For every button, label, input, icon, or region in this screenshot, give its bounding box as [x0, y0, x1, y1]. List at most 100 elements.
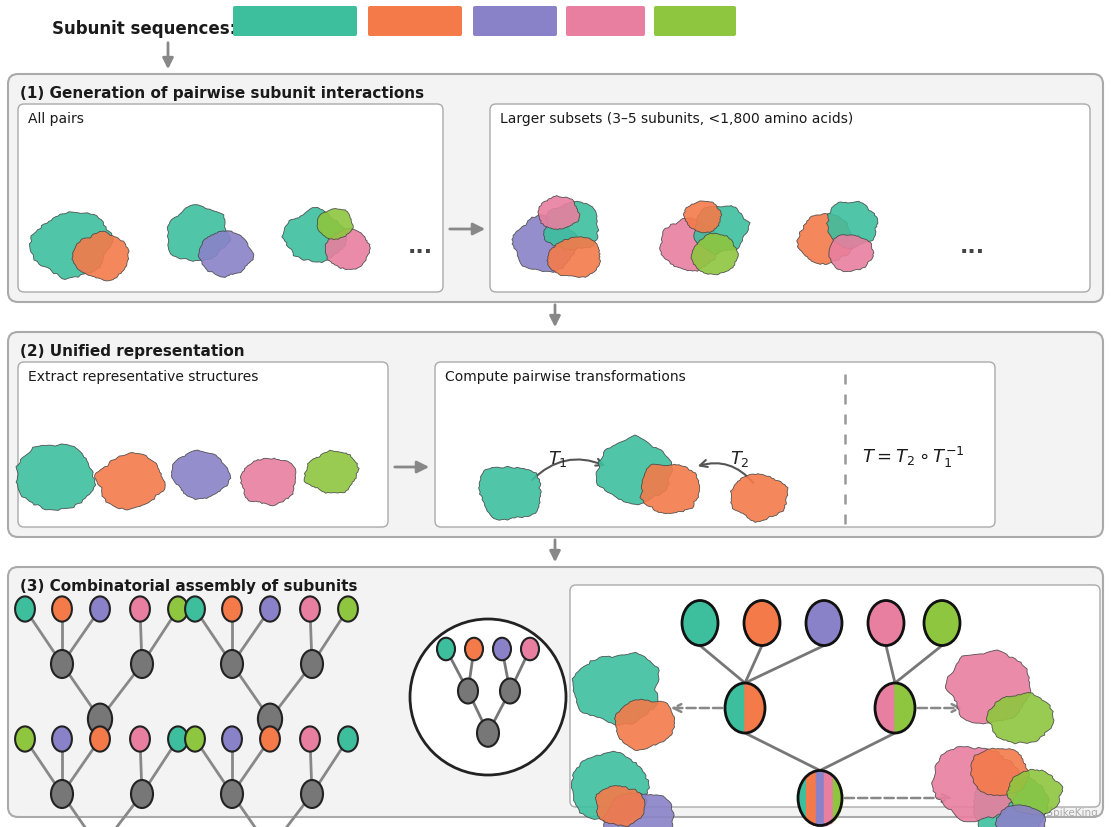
Polygon shape — [614, 699, 674, 751]
Polygon shape — [640, 464, 700, 514]
Polygon shape — [572, 653, 659, 725]
Polygon shape — [595, 786, 645, 826]
Ellipse shape — [168, 726, 188, 752]
FancyBboxPatch shape — [18, 362, 388, 527]
Ellipse shape — [258, 704, 282, 734]
Polygon shape — [730, 474, 788, 523]
Ellipse shape — [186, 596, 204, 622]
Text: $T = T_2 \circ T_1^{-1}$: $T = T_2 \circ T_1^{-1}$ — [862, 444, 964, 470]
FancyBboxPatch shape — [233, 6, 357, 36]
Ellipse shape — [301, 780, 323, 808]
Ellipse shape — [500, 678, 520, 704]
Ellipse shape — [924, 600, 960, 646]
Ellipse shape — [51, 650, 73, 678]
Polygon shape — [995, 805, 1045, 827]
Ellipse shape — [477, 719, 499, 747]
Polygon shape — [547, 237, 600, 277]
Ellipse shape — [301, 650, 323, 678]
Polygon shape — [538, 196, 580, 230]
Ellipse shape — [90, 726, 110, 752]
FancyBboxPatch shape — [436, 362, 995, 527]
Text: Subunit sequences:: Subunit sequences: — [52, 20, 237, 38]
Polygon shape — [971, 748, 1030, 796]
Polygon shape — [824, 772, 833, 825]
FancyBboxPatch shape — [8, 567, 1103, 817]
Ellipse shape — [222, 726, 242, 752]
Ellipse shape — [51, 780, 73, 808]
Polygon shape — [932, 747, 1020, 822]
Polygon shape — [875, 683, 895, 733]
Polygon shape — [1007, 769, 1063, 815]
Text: (2) Unified representation: (2) Unified representation — [20, 344, 244, 359]
Ellipse shape — [338, 726, 358, 752]
FancyBboxPatch shape — [473, 6, 557, 36]
Polygon shape — [94, 452, 166, 510]
Text: $T_2$: $T_2$ — [730, 449, 750, 469]
FancyBboxPatch shape — [565, 6, 645, 36]
Polygon shape — [829, 235, 874, 272]
Ellipse shape — [521, 638, 539, 660]
Polygon shape — [815, 772, 824, 825]
Text: ...: ... — [410, 680, 438, 704]
Polygon shape — [571, 751, 650, 822]
Text: ...: ... — [960, 237, 985, 257]
Polygon shape — [987, 693, 1054, 744]
Ellipse shape — [88, 704, 112, 734]
Text: ...: ... — [408, 237, 433, 257]
Polygon shape — [945, 650, 1031, 724]
Ellipse shape — [16, 726, 34, 752]
Polygon shape — [168, 204, 231, 261]
Polygon shape — [798, 776, 807, 820]
FancyBboxPatch shape — [490, 104, 1090, 292]
Ellipse shape — [90, 596, 110, 622]
Polygon shape — [479, 466, 541, 520]
Ellipse shape — [52, 596, 72, 622]
Text: Larger subsets (3–5 subunits, <1,800 amino acids): Larger subsets (3–5 subunits, <1,800 ami… — [500, 112, 853, 126]
Ellipse shape — [131, 780, 153, 808]
Ellipse shape — [260, 726, 280, 752]
Ellipse shape — [458, 678, 478, 704]
Polygon shape — [171, 450, 231, 500]
Ellipse shape — [221, 650, 243, 678]
Polygon shape — [895, 683, 915, 733]
Polygon shape — [240, 458, 296, 506]
Text: (1) Generation of pairwise subunit interactions: (1) Generation of pairwise subunit inter… — [20, 86, 424, 101]
Ellipse shape — [437, 638, 456, 660]
Polygon shape — [693, 206, 750, 254]
Polygon shape — [797, 213, 854, 265]
Ellipse shape — [168, 596, 188, 622]
Ellipse shape — [466, 638, 483, 660]
Text: $T_1$: $T_1$ — [548, 449, 568, 469]
Ellipse shape — [130, 596, 150, 622]
Ellipse shape — [131, 650, 153, 678]
FancyBboxPatch shape — [570, 585, 1100, 807]
Text: CSDN @SpikeKing: CSDN @SpikeKing — [1003, 808, 1098, 818]
Ellipse shape — [744, 600, 780, 646]
Polygon shape — [597, 435, 673, 504]
Text: (3) Combinatorial assembly of subunits: (3) Combinatorial assembly of subunits — [20, 579, 358, 594]
FancyBboxPatch shape — [654, 6, 735, 36]
Polygon shape — [282, 208, 347, 263]
Ellipse shape — [130, 726, 150, 752]
Polygon shape — [543, 201, 599, 250]
Text: Extract representative structures: Extract representative structures — [28, 370, 259, 384]
Ellipse shape — [682, 600, 718, 646]
Ellipse shape — [222, 596, 242, 622]
Polygon shape — [660, 218, 721, 271]
Polygon shape — [198, 231, 253, 277]
Text: All pairs: All pairs — [28, 112, 83, 126]
Ellipse shape — [16, 596, 34, 622]
Ellipse shape — [52, 726, 72, 752]
FancyBboxPatch shape — [8, 332, 1103, 537]
Ellipse shape — [221, 780, 243, 808]
FancyBboxPatch shape — [8, 74, 1103, 302]
Polygon shape — [807, 772, 815, 825]
Ellipse shape — [300, 726, 320, 752]
Circle shape — [410, 619, 565, 775]
Ellipse shape — [805, 600, 842, 646]
FancyBboxPatch shape — [18, 104, 443, 292]
Polygon shape — [973, 772, 1049, 827]
Polygon shape — [745, 683, 765, 733]
Ellipse shape — [186, 726, 204, 752]
Ellipse shape — [338, 596, 358, 622]
